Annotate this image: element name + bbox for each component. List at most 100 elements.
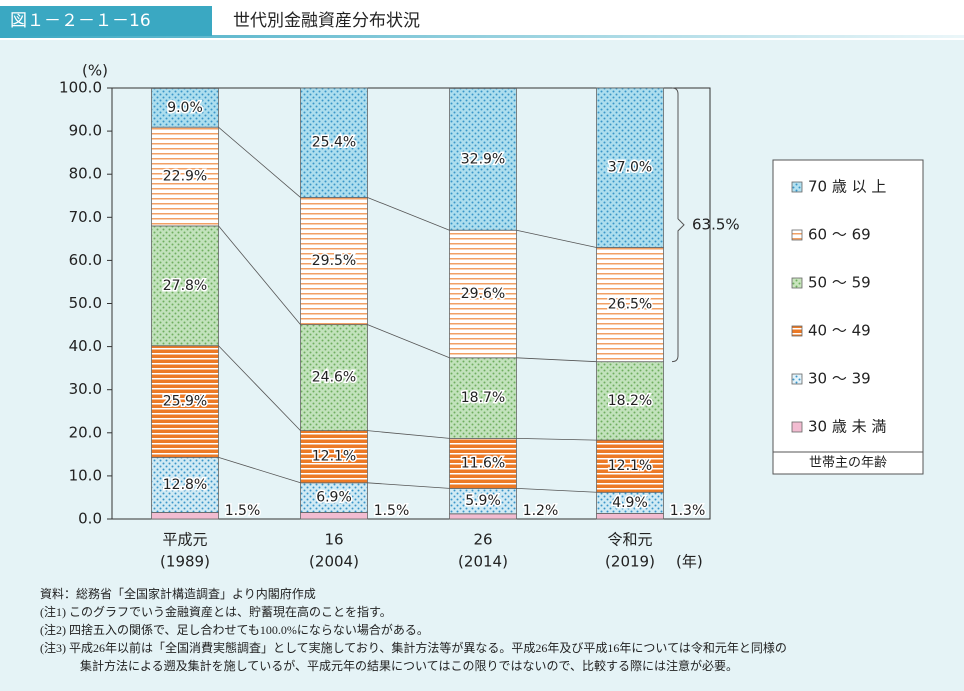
value-label: 6.9% — [316, 490, 352, 506]
legend-swatch — [791, 373, 803, 385]
y-tick-label: 50.0 — [69, 294, 102, 312]
note: (注1) このグラフでいう金融資産とは、貯蓄現在高のことを指す。 — [40, 604, 392, 619]
connector — [367, 482, 450, 489]
x-tick-label: (1989) — [160, 553, 210, 571]
connector — [367, 430, 450, 439]
value-label: 29.6% — [461, 286, 505, 302]
connector — [218, 225, 301, 325]
x-unit: (年) — [676, 553, 703, 571]
bar-segment — [151, 126, 219, 227]
bar-segment — [300, 324, 368, 432]
connector — [516, 357, 597, 363]
bar-segment — [151, 512, 219, 520]
legend-swatch — [791, 181, 803, 193]
value-label: 1.5% — [374, 503, 410, 519]
bar-segment — [151, 456, 219, 513]
y-unit: (%) — [82, 62, 108, 80]
value-label: 1.5% — [225, 503, 261, 519]
bar-segment — [449, 438, 517, 489]
y-tick-label: 30.0 — [69, 380, 102, 398]
y-tick-label: 40.0 — [69, 337, 102, 355]
bar-segment — [151, 345, 219, 458]
x-tick-label: 26 — [473, 531, 492, 549]
header-line — [0, 35, 964, 38]
value-label: 25.4% — [312, 135, 356, 151]
bar-segment — [300, 482, 368, 513]
y-tick-label: 60.0 — [69, 251, 102, 269]
value-label: 27.8% — [163, 278, 207, 294]
x-tick-label: (2014) — [458, 553, 508, 571]
value-label: 1.3% — [670, 503, 706, 519]
connector — [516, 438, 597, 441]
legend-label: 70 歳 以 上 — [808, 178, 886, 196]
legend-label: 30 歳 未 満 — [808, 418, 886, 436]
value-label: 18.2% — [608, 393, 652, 409]
bar-segment — [596, 512, 664, 520]
x-tick-label: 令和元 — [607, 531, 652, 549]
legend — [772, 159, 924, 453]
y-tick-label: 20.0 — [69, 423, 102, 441]
connector — [218, 126, 301, 198]
y-tick-label: 90.0 — [69, 122, 102, 140]
legend-swatch — [791, 277, 803, 289]
legend-label: 50 ～ 59 — [808, 274, 871, 292]
bar-segment — [300, 430, 368, 484]
y-tick-label: 10.0 — [69, 466, 102, 484]
value-label: 12.8% — [163, 477, 207, 493]
bar-segment — [596, 87, 664, 248]
bar-segment — [300, 512, 368, 520]
bar-segment — [596, 439, 664, 493]
value-label: 25.9% — [163, 394, 207, 410]
bar-segment — [449, 88, 517, 231]
value-label: 22.9% — [163, 169, 207, 185]
value-label: 37.0% — [608, 160, 652, 176]
value-label: 9.0% — [167, 100, 203, 116]
value-label: 12.1% — [608, 458, 652, 474]
bar-segment — [449, 357, 517, 439]
connector — [367, 197, 450, 231]
figure-tab — [0, 6, 212, 36]
bar-segment — [300, 197, 368, 326]
value-label: 1.2% — [523, 503, 559, 519]
y-tick-label: 80.0 — [69, 165, 102, 183]
legend-label: 40 ～ 49 — [808, 322, 871, 340]
connector — [218, 456, 301, 484]
value-label: 11.6% — [461, 455, 505, 471]
legend-swatch — [791, 421, 803, 433]
legend-swatch — [791, 229, 803, 241]
note: 資料：総務省「全国家計構造調査」より内閣府作成 — [40, 586, 316, 601]
legend-swatch — [791, 325, 803, 337]
value-label: 5.9% — [465, 493, 501, 509]
bar-segment — [596, 247, 664, 363]
bar-segment — [449, 513, 517, 520]
x-tick-label: 16 — [324, 531, 343, 549]
y-tick-label: 0.0 — [78, 510, 102, 528]
page-title: 世代別金融資産分布状況 — [233, 11, 420, 31]
value-label: 24.6% — [312, 370, 356, 386]
figure-number: 図１－２－１－16 — [10, 11, 151, 31]
value-label: 29.5% — [312, 253, 356, 269]
note: (注2) 四捨五入の関係で、足し合わせても100.0%にならない場合がある。 — [40, 622, 429, 637]
legend-label: 60 ～ 69 — [808, 226, 871, 244]
bar-segment — [300, 87, 368, 198]
y-tick-label: 70.0 — [69, 208, 102, 226]
connector — [516, 487, 597, 493]
connector — [218, 345, 301, 431]
value-label: 18.7% — [461, 390, 505, 406]
note: (注3) 平成26年以前は「全国消費実態調査」として実施しており、集計方法等が異… — [40, 640, 787, 655]
value-label: 26.5% — [608, 297, 652, 313]
legend-title-box — [772, 451, 924, 475]
legend-label: 30 ～ 39 — [808, 370, 871, 388]
bar-segment — [151, 88, 219, 128]
note: 集計方法による遡及集計を施しているが、平成元年の結果についてはこの限りではないの… — [80, 658, 738, 673]
connector — [516, 229, 597, 248]
bar-segment — [449, 229, 517, 359]
x-tick-label: 平成元 — [162, 531, 207, 549]
value-label: 12.1% — [312, 449, 356, 465]
x-tick-label: (2004) — [309, 553, 359, 571]
legend-title: 世帯主の年齢 — [809, 456, 887, 471]
bar-segment — [151, 225, 219, 347]
bar-segment — [596, 361, 664, 441]
x-tick-label: (2019) — [605, 553, 655, 571]
